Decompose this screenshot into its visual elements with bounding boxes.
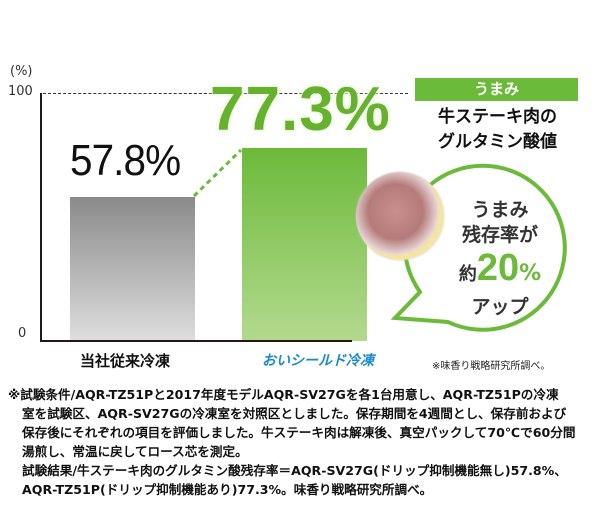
footnote-line: AQR-TZ51P(ドリップ抑制機能あり)77.3%。味香り戦略研究所調べ。 <box>22 482 433 497</box>
chart-title-line2: グルタミン酸値 <box>438 132 557 152</box>
bubble-prefix: 約 <box>458 264 477 285</box>
chart-title: 牛ステーキ肉の グルタミン酸値 <box>415 105 580 155</box>
value-label-conventional: 57.8% <box>70 136 181 185</box>
bubble-line4: アップ <box>471 296 529 318</box>
y-axis <box>40 93 42 342</box>
bubble-number: 20 <box>476 247 520 289</box>
bubble-percent: % <box>519 261 542 286</box>
value-label-oishield: 77.3% <box>210 75 391 144</box>
increase-connector-line <box>192 148 243 198</box>
bubble-line3: 約20% <box>440 248 560 295</box>
bar-oishield <box>242 148 367 341</box>
bar-conventional <box>70 197 195 341</box>
umami-label-box: うまみ <box>415 78 578 101</box>
source-note: ※味香り戦略研究所調べ。 <box>432 361 551 372</box>
y-tick-0: 0 <box>18 326 27 341</box>
category-label-conventional: 当社従来冷凍 <box>80 352 171 370</box>
x-axis <box>40 340 352 342</box>
footnote: ※試験条件/AQR-TZ51Pと2017年度モデルAQR-SV27Gを各1台用意… <box>8 385 598 499</box>
y-axis-unit: (%) <box>10 64 33 79</box>
bubble-text: うまみ 残存率が 約20% アップ <box>440 198 560 320</box>
footnote-line: 保存後にそれぞれの項目を評価しました。牛ステーキ肉は解凍後、真空パックして70℃… <box>22 425 576 440</box>
y-tick-100: 100 <box>8 84 33 99</box>
footnote-line: 湯煎し、常温に戻してロース芯を測定。 <box>22 444 248 459</box>
steak-image <box>356 172 444 260</box>
category-label-oishield: おいシールド冷凍 <box>262 353 374 369</box>
chart-title-line1: 牛ステーキ肉の <box>438 107 557 127</box>
footnote-line: 試験結果/牛ステーキ肉のグルタミン酸残存率＝AQR-SV27G(ドリップ抑制機能… <box>22 463 567 478</box>
max-dashed-line <box>43 93 408 94</box>
bubble-line1: うまみ <box>471 199 529 221</box>
bubble-line2: 残存率が <box>461 224 538 246</box>
footnote-line: ※試験条件/AQR-TZ51Pと2017年度モデルAQR-SV27Gを各1台用意… <box>8 387 559 402</box>
footnote-line: 室を試験区、AQR-SV27Gの冷凍室を対照区としました。保存期間を4週間とし、… <box>22 406 567 421</box>
